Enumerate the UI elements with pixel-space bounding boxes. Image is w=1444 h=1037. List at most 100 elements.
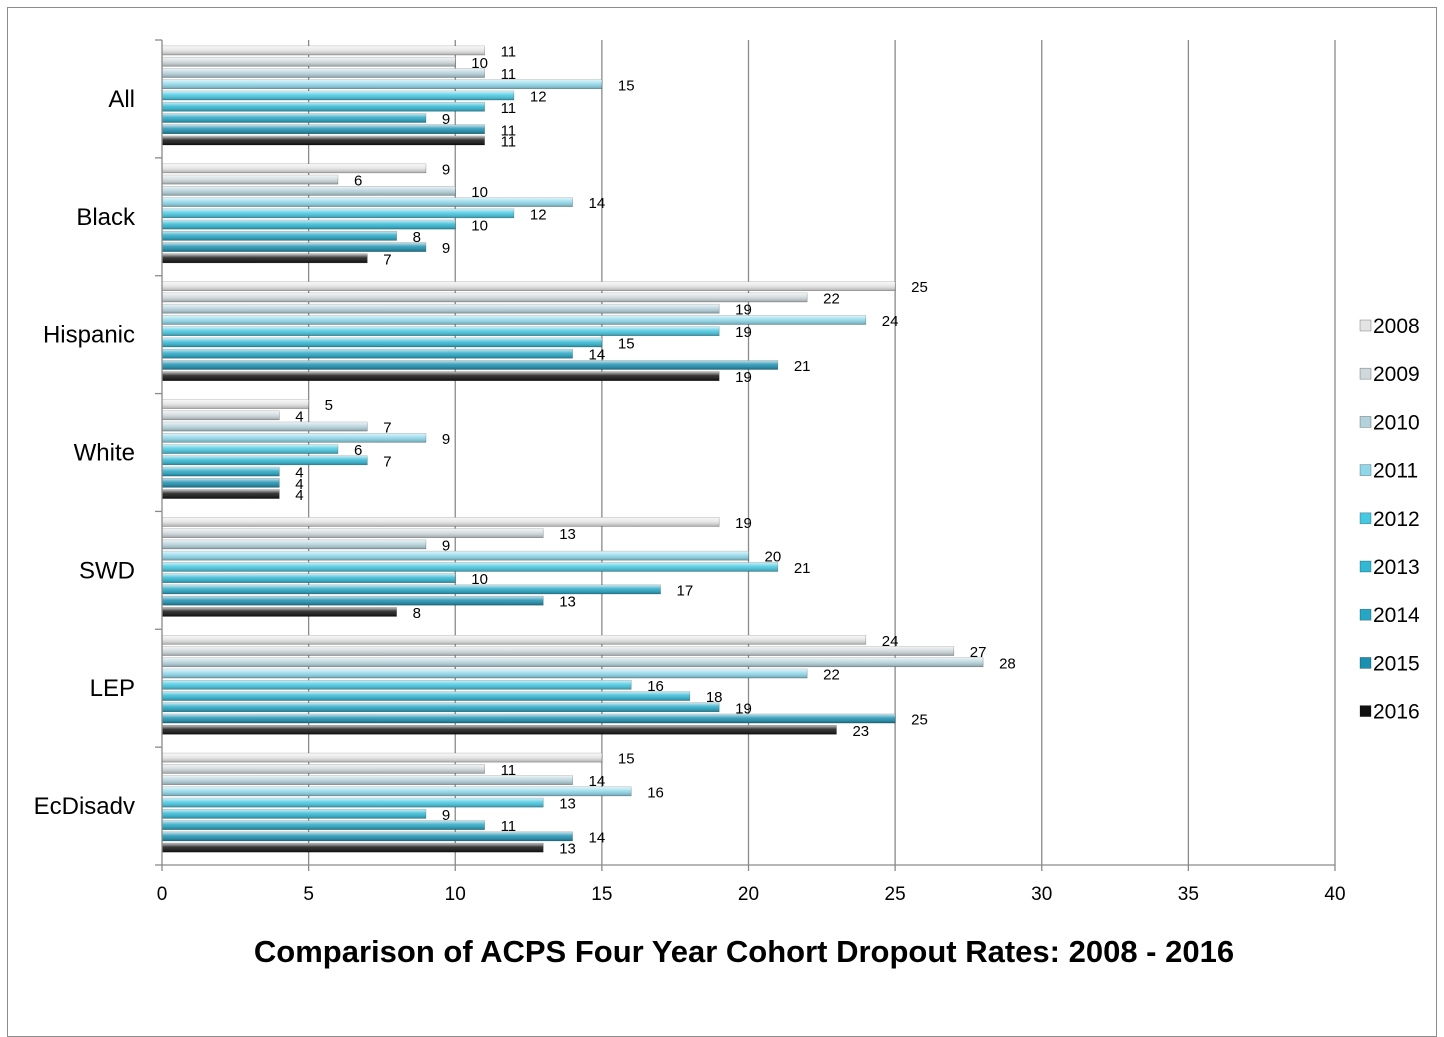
data-label: 14 bbox=[589, 829, 606, 846]
data-label: 7 bbox=[383, 453, 391, 470]
data-label: 4 bbox=[295, 408, 303, 425]
data-label: 24 bbox=[882, 313, 899, 330]
data-label: 7 bbox=[383, 251, 391, 268]
data-label: 9 bbox=[442, 431, 450, 448]
data-label: 25 bbox=[911, 279, 928, 296]
data-label: 11 bbox=[501, 66, 517, 83]
data-label: 7 bbox=[383, 420, 391, 437]
bar-shine bbox=[162, 422, 368, 432]
data-label: 19 bbox=[735, 302, 752, 319]
legend: 2008 2009 2010 2011 2012 2013 2014 2015 2016 bbox=[1359, 315, 1420, 724]
bar-shine bbox=[162, 337, 602, 347]
x-tick-label: 35 bbox=[1178, 884, 1199, 905]
bar-shine bbox=[162, 775, 573, 785]
legend-label-2014: 2014 bbox=[1373, 604, 1420, 627]
data-label: 9 bbox=[442, 111, 450, 128]
bar-shine bbox=[162, 584, 661, 594]
bar-shine bbox=[162, 489, 280, 499]
bar-shine bbox=[162, 57, 456, 67]
data-label: 21 bbox=[794, 560, 811, 577]
bar-shine bbox=[162, 573, 456, 583]
legend-swatch-2012 bbox=[1359, 512, 1372, 525]
x-tick-label: 40 bbox=[1324, 884, 1345, 905]
data-label: 21 bbox=[794, 358, 811, 375]
data-label: 17 bbox=[677, 582, 694, 599]
data-label: 11 bbox=[501, 100, 517, 117]
data-label: 11 bbox=[501, 818, 517, 835]
data-label: 13 bbox=[559, 796, 576, 813]
x-tick-label: 10 bbox=[445, 884, 466, 905]
x-tick-label: 20 bbox=[738, 884, 759, 905]
bar-shine bbox=[162, 517, 720, 527]
category-label-black: Black bbox=[76, 204, 136, 231]
x-tick-label: 25 bbox=[885, 884, 906, 905]
data-label: 4 bbox=[295, 465, 303, 482]
legend-swatch-2011 bbox=[1359, 464, 1372, 476]
data-label: 19 bbox=[735, 700, 752, 717]
data-label: 10 bbox=[471, 571, 488, 588]
bar-shine bbox=[162, 46, 485, 55]
category-label-hispanic: Hispanic bbox=[43, 322, 135, 349]
bar-shine bbox=[162, 326, 720, 336]
chart-title: Comparison of ACPS Four Year Cohort Drop… bbox=[254, 934, 1234, 969]
x-tick-label: 15 bbox=[591, 884, 612, 905]
bar-shine bbox=[162, 444, 338, 454]
data-label: 10 bbox=[471, 184, 488, 201]
bar-shine bbox=[162, 102, 485, 112]
data-label: 14 bbox=[589, 195, 606, 212]
data-label: 18 bbox=[706, 689, 723, 706]
legend-swatch-2014 bbox=[1359, 608, 1372, 621]
data-label: 19 bbox=[735, 324, 752, 341]
bar-shine bbox=[162, 809, 426, 819]
bar-shine bbox=[162, 231, 397, 241]
bar-shine bbox=[162, 349, 573, 359]
bar-shine bbox=[162, 113, 426, 123]
data-label: 9 bbox=[442, 240, 450, 257]
chart-frame: 11 10 11 15 12 11 9 11 11 9 6 10 14 12 10 8 9 7 25 22 19 24 19… bbox=[7, 7, 1437, 1037]
bar-shine bbox=[162, 798, 544, 808]
data-label: 11 bbox=[501, 122, 517, 139]
bar-shine bbox=[162, 175, 338, 185]
bar-shine bbox=[162, 478, 280, 488]
data-label: 14 bbox=[589, 347, 606, 364]
bar-shine bbox=[162, 186, 456, 196]
bar-shine bbox=[162, 433, 426, 443]
category-label-white: White bbox=[74, 440, 135, 467]
bar-shine bbox=[162, 786, 632, 796]
bar-shine bbox=[162, 562, 778, 572]
bar-shine bbox=[162, 399, 309, 409]
data-label: 10 bbox=[471, 218, 488, 235]
category-label-swd: SWD bbox=[79, 557, 135, 584]
bar-shine bbox=[162, 79, 602, 89]
data-label: 11 bbox=[501, 762, 517, 779]
category-label-all: All bbox=[108, 86, 135, 113]
bar-shine bbox=[162, 220, 456, 230]
bar-shine bbox=[162, 292, 808, 302]
bar-shine bbox=[162, 831, 573, 841]
bar-shine bbox=[162, 528, 544, 538]
bar-shine bbox=[162, 304, 720, 314]
bar-shine bbox=[162, 753, 602, 763]
data-label: 11 bbox=[501, 134, 517, 151]
bar-shine bbox=[162, 360, 778, 370]
data-label: 27 bbox=[970, 644, 987, 661]
data-label: 22 bbox=[823, 290, 840, 307]
gridlines bbox=[307, 40, 1336, 865]
bar-shine bbox=[162, 197, 573, 207]
data-label: 4 bbox=[295, 476, 303, 493]
data-label: 28 bbox=[999, 655, 1016, 672]
legend-label-2008: 2008 bbox=[1373, 315, 1420, 338]
bar-shine bbox=[162, 371, 720, 381]
data-label: 9 bbox=[442, 161, 450, 178]
bar-shine bbox=[162, 657, 984, 667]
bar-shine bbox=[162, 820, 485, 830]
bar-shine bbox=[162, 635, 866, 645]
data-label: 16 bbox=[647, 784, 664, 801]
legend-label-2010: 2010 bbox=[1373, 411, 1420, 434]
data-label: 11 bbox=[501, 44, 517, 61]
bar-shine bbox=[162, 725, 837, 735]
bar-shine bbox=[162, 208, 514, 218]
bar-shine bbox=[162, 253, 368, 263]
data-label: 13 bbox=[559, 841, 576, 858]
data-label: 14 bbox=[589, 773, 606, 790]
